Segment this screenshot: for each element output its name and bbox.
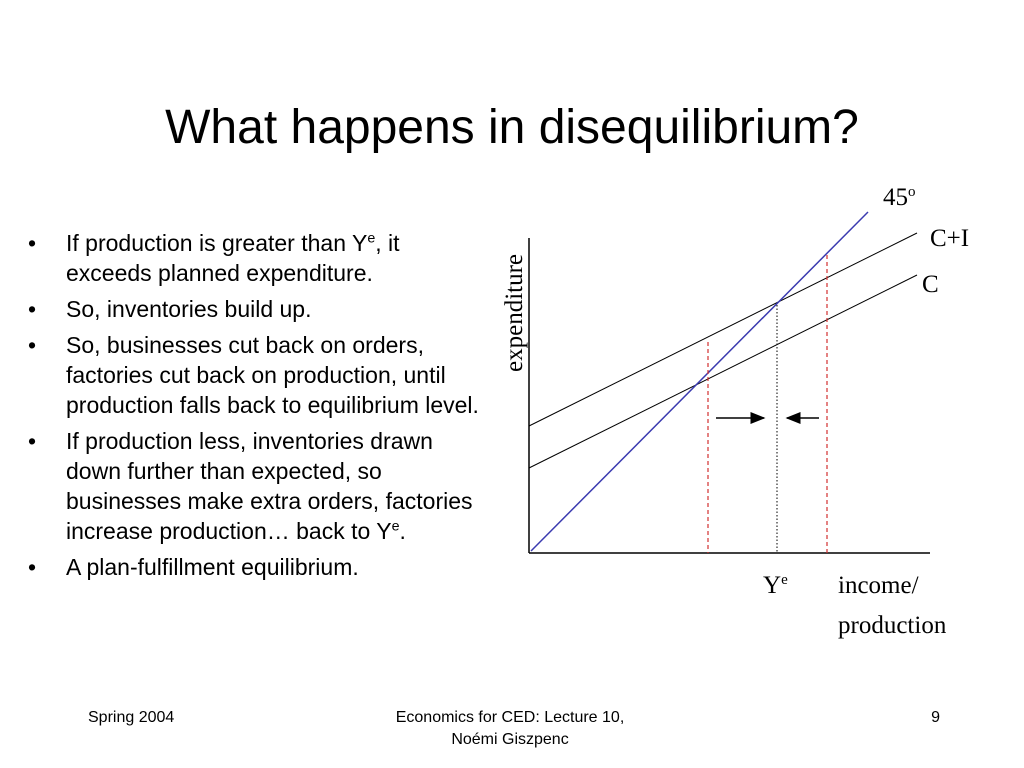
bullet-text: So, businesses cut back on orders, facto…	[66, 332, 479, 418]
line-45-label: 45o	[883, 184, 916, 211]
bullet-tail: .	[399, 518, 406, 544]
ci-line	[528, 232, 918, 427]
bullet-dot: •	[28, 230, 37, 256]
slide-title: What happens in disequilibrium?	[165, 101, 859, 154]
bullet-dot: •	[28, 296, 37, 322]
bullet-item: • So, inventories build up.	[24, 294, 484, 324]
bullet-dot: •	[28, 554, 37, 580]
bullet-dot: •	[28, 332, 37, 358]
bullet-item: • So, businesses cut back on orders, fac…	[24, 330, 484, 420]
footer-course-line1: Economics for CED: Lecture 10,	[395, 709, 625, 726]
bullet-superscript: e	[391, 518, 400, 535]
c-label: C	[922, 271, 939, 298]
bullet-text: If production is greater than Y	[66, 230, 368, 256]
bullet-text: A plan-fulfillment equilibrium.	[66, 554, 359, 580]
bullet-text: If production less, inventories drawn do…	[66, 428, 473, 544]
bullet-tail: , it exceeds planned expenditure.	[66, 230, 400, 286]
footer-course-line2: Noémi Giszpenc	[451, 731, 569, 748]
x-axis-label-line1: income/	[838, 572, 919, 599]
bullet-item: • If production is greater than Ye, it e…	[24, 228, 484, 288]
equilibrium-label: Ye	[763, 572, 788, 599]
bullet-list: • If production is greater than Ye, it e…	[24, 228, 484, 588]
bullet-superscript: e	[367, 230, 376, 247]
bullet-item: • If production less, inventories drawn …	[24, 426, 484, 546]
keynesian-cross-diagram: expenditure 45o C+I C Ye income/ product…	[501, 184, 969, 639]
bullet-dot: •	[28, 428, 37, 454]
ci-label: C+I	[930, 225, 969, 252]
y-axis-label: expenditure	[501, 254, 528, 372]
c-line	[528, 274, 918, 469]
bullet-item: • A plan-fulfillment equilibrium.	[24, 552, 484, 582]
line-45-degree	[530, 211, 869, 552]
footer-course: Economics for CED: Lecture 10, Noémi Gis…	[340, 707, 680, 751]
bullet-text: So, inventories build up.	[66, 296, 312, 322]
page-number: 9	[931, 709, 940, 726]
x-axis-label-line2: production	[838, 612, 947, 639]
footer-date: Spring 2004	[88, 709, 175, 726]
